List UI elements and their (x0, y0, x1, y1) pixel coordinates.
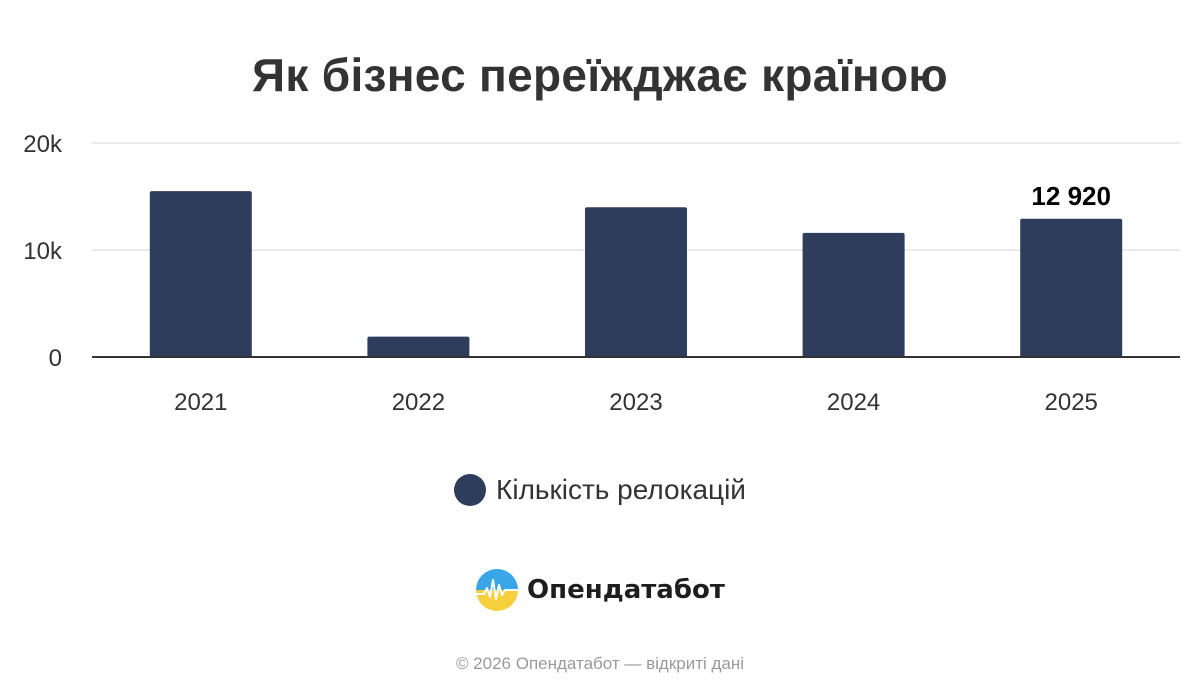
brand-logo: Опендатабот (0, 568, 1200, 612)
bar-2023 (585, 207, 687, 357)
opendatabot-logo-icon (476, 569, 519, 611)
y-tick-label: 0 (49, 345, 62, 372)
bar-2025 (1020, 218, 1123, 357)
bar-2024 (802, 232, 905, 357)
data-labels: 12 920 (1031, 181, 1111, 211)
x-tick-label: 2022 (392, 389, 445, 416)
brand-name: Опендатабот (527, 575, 725, 605)
legend[interactable]: Кількість релокацій (0, 474, 1200, 506)
bar-2021 (149, 191, 252, 357)
legend-marker (454, 474, 487, 506)
axes: 0 10k 20k 2021 2022 2023 2024 2025 (23, 131, 1180, 416)
footer-copyright: © 2026 Опендатабот — відкриті дані (455, 654, 745, 673)
x-tick-label: 2024 (827, 389, 880, 416)
x-tick-label: 2025 (1045, 389, 1098, 416)
bar-2022 (367, 336, 470, 357)
data-label-2025: 12 920 (1031, 181, 1111, 211)
bar-chart: 0 10k 20k 2021 2022 2023 2024 2025 12 920 (23, 131, 1180, 416)
chart-title: Як бізнес переїжджає країною (252, 49, 948, 101)
y-tick-label: 10k (23, 238, 63, 265)
x-tick-label: 2023 (609, 389, 662, 416)
y-tick-label: 20k (23, 131, 63, 158)
x-tick-label: 2021 (174, 389, 227, 416)
legend-label: Кількість релокацій (496, 474, 746, 505)
bars (149, 191, 1123, 357)
